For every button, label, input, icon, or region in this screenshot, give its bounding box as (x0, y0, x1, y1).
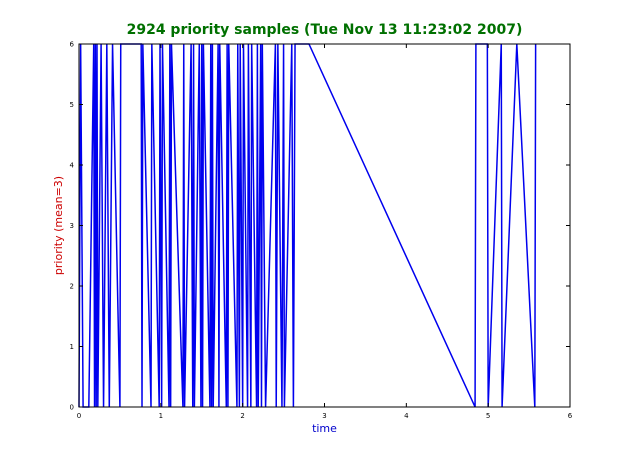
x-tick-label: 5 (486, 412, 490, 420)
series-line-0 (78, 43, 537, 408)
y-tick-label: 1 (70, 343, 74, 351)
x-tick-label: 4 (404, 412, 409, 420)
y-tick-label: 2 (70, 283, 74, 291)
y-tick-label: 0 (70, 404, 74, 412)
y-axis-label: priority (mean=3) (52, 176, 65, 275)
y-tick-label: 3 (70, 222, 74, 230)
y-tick-label: 4 (70, 162, 75, 170)
x-tick-label: 2 (240, 412, 244, 420)
x-tick-label: 3 (322, 412, 326, 420)
series-layer (78, 43, 537, 408)
y-tick-label: 5 (70, 101, 74, 109)
plot-frame (78, 43, 571, 408)
y-tick-label: 6 (70, 41, 75, 49)
chart-title: 2924 priority samples (Tue Nov 13 11:23:… (127, 22, 523, 38)
x-tick-label: 0 (77, 412, 81, 420)
x-tick-label: 1 (159, 412, 163, 420)
x-axis-label: time (312, 422, 337, 435)
x-tick-label: 6 (568, 412, 573, 420)
